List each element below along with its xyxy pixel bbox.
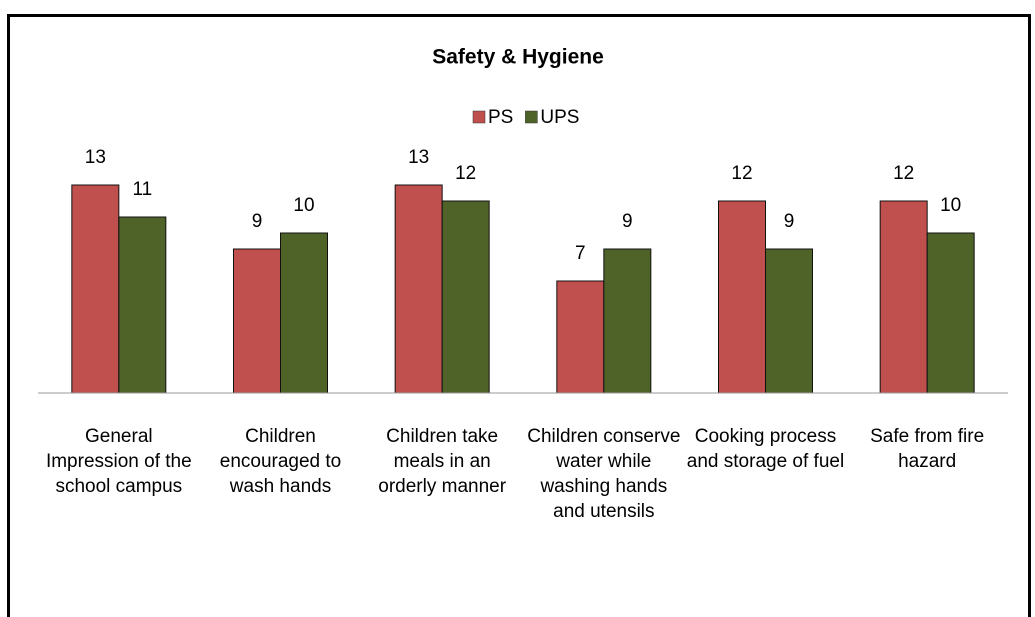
legend-label: PS <box>488 107 513 128</box>
bar <box>441 200 490 394</box>
legend-swatch <box>472 110 486 124</box>
data-label: 10 <box>293 195 314 216</box>
bar <box>879 200 928 394</box>
data-label: 13 <box>408 147 429 168</box>
legend-swatch <box>525 110 538 124</box>
data-label: 12 <box>731 163 752 184</box>
x-tick-label: Safe from fire hazard <box>870 426 985 472</box>
bar <box>118 216 167 394</box>
chart-frame <box>7 14 1031 617</box>
bar <box>556 280 605 394</box>
data-label: 13 <box>85 147 106 168</box>
bar <box>233 248 281 394</box>
x-tick-label: Children take meals in an orderly manner <box>378 426 507 497</box>
x-tick-label: Children conserve water while washing ha… <box>527 426 681 522</box>
data-label: 9 <box>784 211 795 232</box>
bar <box>718 200 766 394</box>
bar <box>71 184 120 394</box>
data-label: 12 <box>893 163 914 184</box>
data-label: 10 <box>940 195 961 216</box>
chart-title: Safety & Hygiene <box>432 46 604 69</box>
data-label: 11 <box>132 179 152 200</box>
x-tick-label: Cooking process and storage of fuel <box>686 426 845 472</box>
legend-label: UPS <box>540 107 579 128</box>
bar <box>603 248 652 394</box>
bar <box>765 248 813 394</box>
bar <box>280 232 328 394</box>
bar <box>926 232 975 394</box>
x-tick-label: General Impression of the school campus <box>45 426 192 497</box>
bar <box>394 184 443 394</box>
data-label: 12 <box>455 163 476 184</box>
data-label: 7 <box>575 243 586 264</box>
data-label: 9 <box>252 211 263 232</box>
x-tick-label: Children encouraged to wash hands <box>219 426 342 497</box>
data-label: 9 <box>622 211 633 232</box>
